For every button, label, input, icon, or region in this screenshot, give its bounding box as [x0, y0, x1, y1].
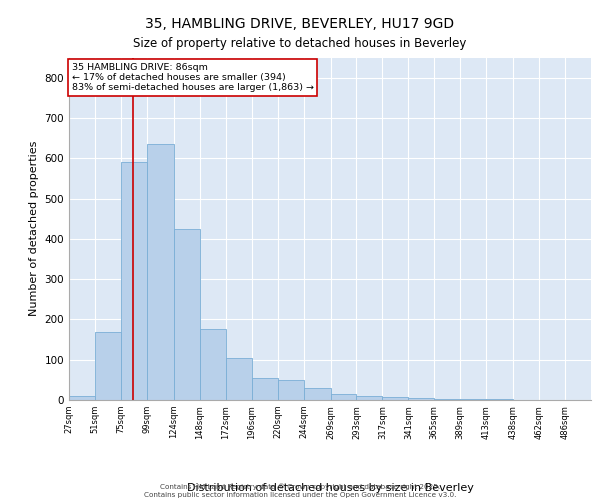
Bar: [486, 399, 513, 400]
Bar: [251, 378, 278, 400]
X-axis label: Distribution of detached houses by size in Beverley: Distribution of detached houses by size …: [187, 483, 473, 493]
Bar: [331, 394, 356, 400]
Bar: [304, 388, 331, 400]
Bar: [121, 162, 147, 400]
Bar: [409, 398, 434, 400]
Bar: [382, 397, 409, 400]
Bar: [278, 380, 304, 400]
Text: 35 HAMBLING DRIVE: 86sqm
← 17% of detached houses are smaller (394)
83% of semi-: 35 HAMBLING DRIVE: 86sqm ← 17% of detach…: [71, 62, 314, 92]
Text: 35, HAMBLING DRIVE, BEVERLEY, HU17 9GD: 35, HAMBLING DRIVE, BEVERLEY, HU17 9GD: [145, 18, 455, 32]
Y-axis label: Number of detached properties: Number of detached properties: [29, 141, 39, 316]
Bar: [69, 396, 95, 400]
Bar: [434, 399, 460, 400]
Bar: [95, 332, 121, 400]
Bar: [460, 399, 486, 400]
Text: Contains HM Land Registry data © Crown copyright and database right 2025.
Contai: Contains HM Land Registry data © Crown c…: [144, 483, 456, 498]
Bar: [147, 144, 174, 400]
Bar: [226, 358, 251, 400]
Bar: [200, 330, 226, 400]
Bar: [174, 229, 200, 400]
Bar: [356, 396, 382, 400]
Text: Size of property relative to detached houses in Beverley: Size of property relative to detached ho…: [133, 38, 467, 51]
